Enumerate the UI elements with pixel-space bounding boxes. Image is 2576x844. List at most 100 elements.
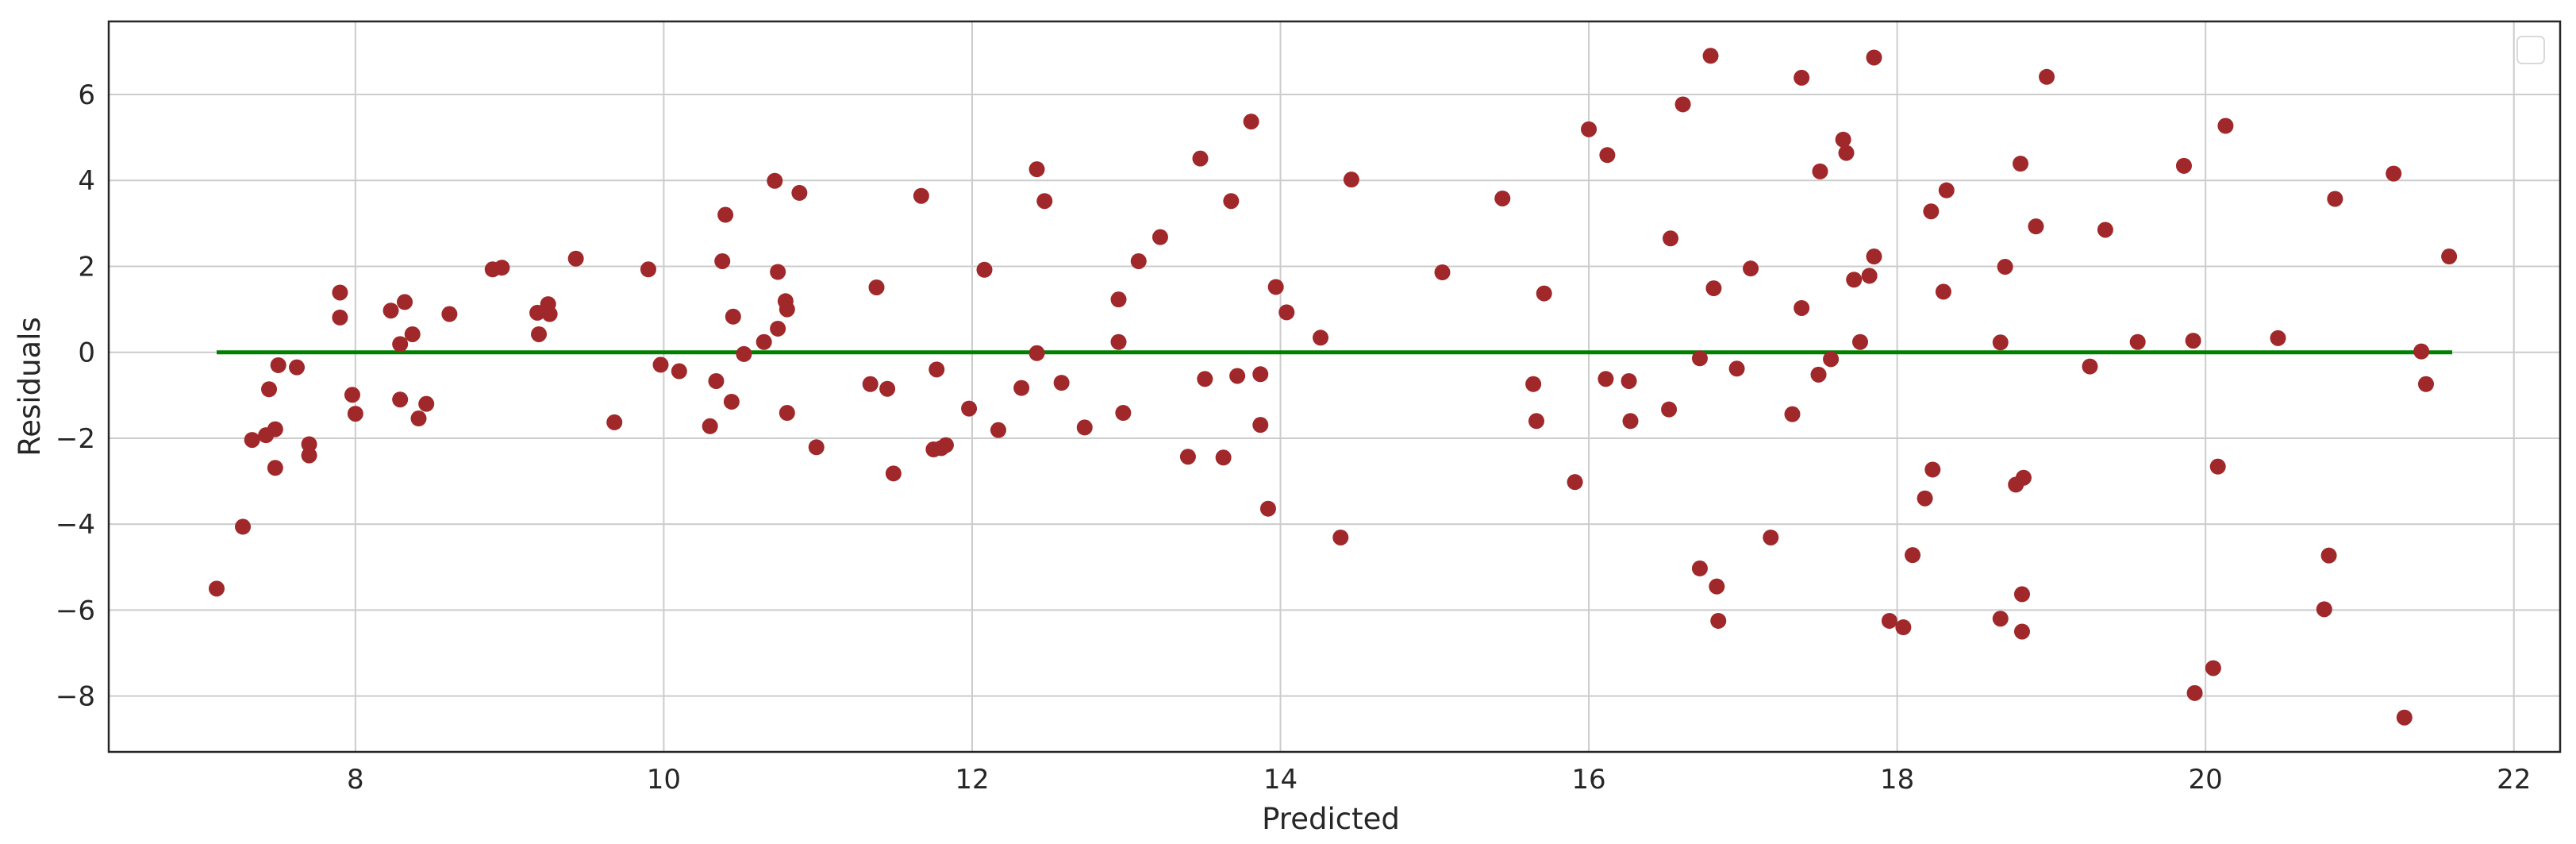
data-point: [529, 304, 546, 321]
data-point: [1621, 372, 1637, 389]
data-point: [976, 261, 993, 278]
data-point: [1881, 612, 1897, 629]
data-point: [708, 372, 725, 389]
data-point: [2396, 709, 2413, 726]
data-point: [1110, 333, 1127, 350]
x-tick-label: 12: [955, 764, 989, 796]
data-point: [1661, 401, 1678, 418]
data-point: [1192, 150, 1209, 167]
data-point: [235, 518, 252, 535]
data-point: [267, 421, 283, 437]
data-point: [1622, 413, 1639, 430]
data-point: [1763, 529, 1779, 545]
data-point: [1917, 490, 1933, 507]
data-point: [937, 437, 954, 453]
data-point: [1784, 406, 1801, 422]
data-point: [383, 303, 399, 319]
data-point: [261, 381, 278, 398]
data-point: [2186, 684, 2203, 701]
data-point: [1812, 163, 1828, 179]
data-point: [541, 306, 558, 322]
data-point: [2320, 547, 2337, 564]
data-point: [1866, 249, 1882, 265]
x-axis-ticks: 8 10 12 14 16 18 20 22: [347, 764, 2531, 796]
data-point: [2441, 249, 2458, 265]
data-point: [868, 279, 885, 295]
data-point: [208, 580, 225, 597]
x-tick-label: 14: [1263, 764, 1298, 796]
x-axis-label: Predicted: [1262, 802, 1400, 836]
data-point: [1332, 529, 1349, 545]
x-tick-label: 10: [647, 764, 681, 796]
data-point: [2327, 191, 2343, 207]
data-point: [990, 422, 1006, 438]
data-point: [1709, 578, 1725, 595]
y-tick-label: 0: [78, 337, 95, 369]
data-point: [1278, 304, 1295, 321]
data-point: [1223, 193, 1240, 210]
data-point: [1252, 366, 1269, 383]
data-point: [723, 393, 740, 410]
data-point: [1536, 285, 1552, 302]
data-point: [929, 361, 945, 378]
data-point: [332, 284, 348, 301]
data-point: [671, 363, 687, 380]
data-point: [1115, 405, 1132, 422]
plot-frame: [107, 20, 2562, 753]
data-point: [1728, 360, 1745, 377]
data-point: [2185, 333, 2201, 349]
data-point: [1267, 279, 1284, 295]
data-point: [301, 436, 317, 453]
data-point: [410, 410, 427, 427]
data-point: [392, 391, 409, 408]
data-point: [1835, 131, 1851, 148]
data-point: [1691, 560, 1708, 576]
data-point: [767, 172, 783, 189]
data-point: [1992, 334, 2009, 351]
data-point: [1343, 171, 1359, 188]
data-point: [1130, 252, 1147, 269]
data-point: [885, 465, 902, 482]
data-point: [2013, 156, 2029, 172]
data-point: [404, 326, 421, 342]
data-point: [1259, 500, 1276, 517]
data-point: [1599, 147, 1616, 164]
data-point: [779, 301, 795, 318]
data-point: [1598, 371, 1614, 387]
data-point: [1866, 49, 1882, 66]
data-point: [606, 414, 623, 430]
data-point: [725, 308, 741, 325]
data-point: [267, 460, 283, 476]
data-point: [862, 376, 879, 392]
data-point: [779, 405, 795, 422]
data-point: [1794, 69, 1810, 86]
data-point: [1674, 96, 1691, 113]
data-point: [2039, 68, 2055, 85]
data-point: [1810, 366, 1827, 383]
y-axis-ticks: 6 4 2 0 −2 −4 −6 −8: [56, 79, 95, 713]
data-point: [1028, 161, 1045, 178]
x-tick-label: 18: [1880, 764, 1914, 796]
data-point: [1053, 375, 1070, 391]
data-point: [770, 264, 786, 280]
data-point: [1938, 182, 1955, 198]
y-tick-label: −6: [56, 595, 95, 626]
x-tick-label: 8: [347, 764, 364, 796]
y-tick-label: 2: [78, 251, 95, 283]
data-point: [1036, 193, 1053, 210]
data-point: [1013, 380, 1030, 396]
data-point: [2270, 330, 2286, 346]
data-point: [1997, 259, 2013, 276]
data-point: [1229, 368, 1246, 384]
data-point: [2205, 660, 2221, 676]
data-point: [2417, 376, 2434, 392]
data-point: [1702, 48, 1719, 64]
data-point: [1110, 291, 1127, 308]
data-point: [441, 306, 458, 322]
data-point: [567, 250, 584, 267]
data-point: [397, 294, 413, 310]
data-points: [208, 48, 2458, 726]
data-point: [1691, 350, 1708, 367]
data-point: [1846, 272, 1863, 288]
